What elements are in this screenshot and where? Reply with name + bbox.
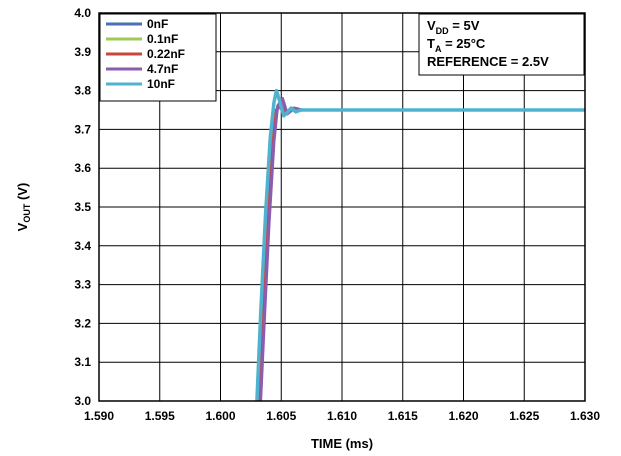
- grid: [98, 12, 586, 402]
- annotation-main: T: [427, 36, 435, 51]
- x-tick-label: 1.610: [327, 409, 357, 423]
- x-tick-label: 1.630: [570, 409, 600, 423]
- y-tick-labels: 3.0 3.1 3.2 3.3 3.4 3.5 3.6 3.7 3.8 3.9 4.0: [74, 6, 91, 408]
- annotation-line: TA = 25°C: [427, 36, 486, 54]
- y-axis-title: VOUT (V): [15, 183, 32, 232]
- x-tick-label: 1.595: [145, 409, 175, 423]
- series-lines: [255, 88, 585, 402]
- y-tick-label: 4.0: [74, 6, 91, 20]
- annotation-main: V: [427, 18, 436, 33]
- y-tick-label: 3.3: [74, 278, 91, 292]
- x-tick-label: 1.615: [388, 409, 418, 423]
- series-line: [259, 96, 585, 402]
- y-tick-label: 3.4: [74, 239, 91, 253]
- x-tick-label: 1.625: [509, 409, 539, 423]
- y-tick-label: 3.0: [74, 394, 91, 408]
- legend-label: 0.22nF: [147, 47, 185, 61]
- annotation-line: REFERENCE = 2.5V: [427, 54, 549, 69]
- y-tick-label: 3.7: [74, 122, 91, 136]
- series-line: [255, 104, 585, 402]
- annotation-sub: DD: [436, 26, 449, 36]
- x-tick-label: 1.605: [266, 409, 296, 423]
- x-tick-label: 1.590: [84, 409, 114, 423]
- y-axis-title-main: V: [15, 222, 30, 231]
- annotation-main: REFERENCE = 2.5V: [427, 54, 549, 69]
- x-axis-title: TIME (ms): [311, 436, 373, 451]
- legend-box: [99, 13, 217, 102]
- y-tick-label: 3.9: [74, 45, 91, 59]
- annotation-frame: [418, 13, 585, 76]
- y-axis-title-unit: (V): [15, 183, 30, 204]
- x-tick-labels: 1.590 1.595 1.600 1.605 1.610 1.615 1.620 1.625…: [84, 409, 600, 423]
- x-tick-label: 1.600: [205, 409, 235, 423]
- annotation-sub: A: [435, 44, 442, 54]
- series-line: [256, 102, 585, 402]
- series-line: [257, 100, 585, 402]
- x-tick-label: 1.620: [448, 409, 478, 423]
- plot-frame: [98, 12, 586, 402]
- annotation-rest: = 5V: [449, 18, 480, 33]
- legend-label: 10nF: [147, 77, 175, 91]
- y-tick-label: 3.8: [74, 84, 91, 98]
- series-line: [255, 88, 585, 402]
- annotation-rest: = 25°C: [441, 36, 485, 51]
- legend-label: 0nF: [147, 17, 168, 31]
- y-axis-title-sub: OUT: [22, 203, 32, 223]
- y-tick-label: 3.5: [74, 200, 91, 214]
- annotation-line: VDD = 5V: [427, 18, 480, 36]
- legend-label: 4.7nF: [147, 62, 178, 76]
- y-tick-label: 3.6: [74, 161, 91, 175]
- y-tick-label: 3.2: [74, 316, 91, 330]
- legend-label: 0.1nF: [147, 32, 178, 46]
- y-tick-label: 3.1: [74, 355, 91, 369]
